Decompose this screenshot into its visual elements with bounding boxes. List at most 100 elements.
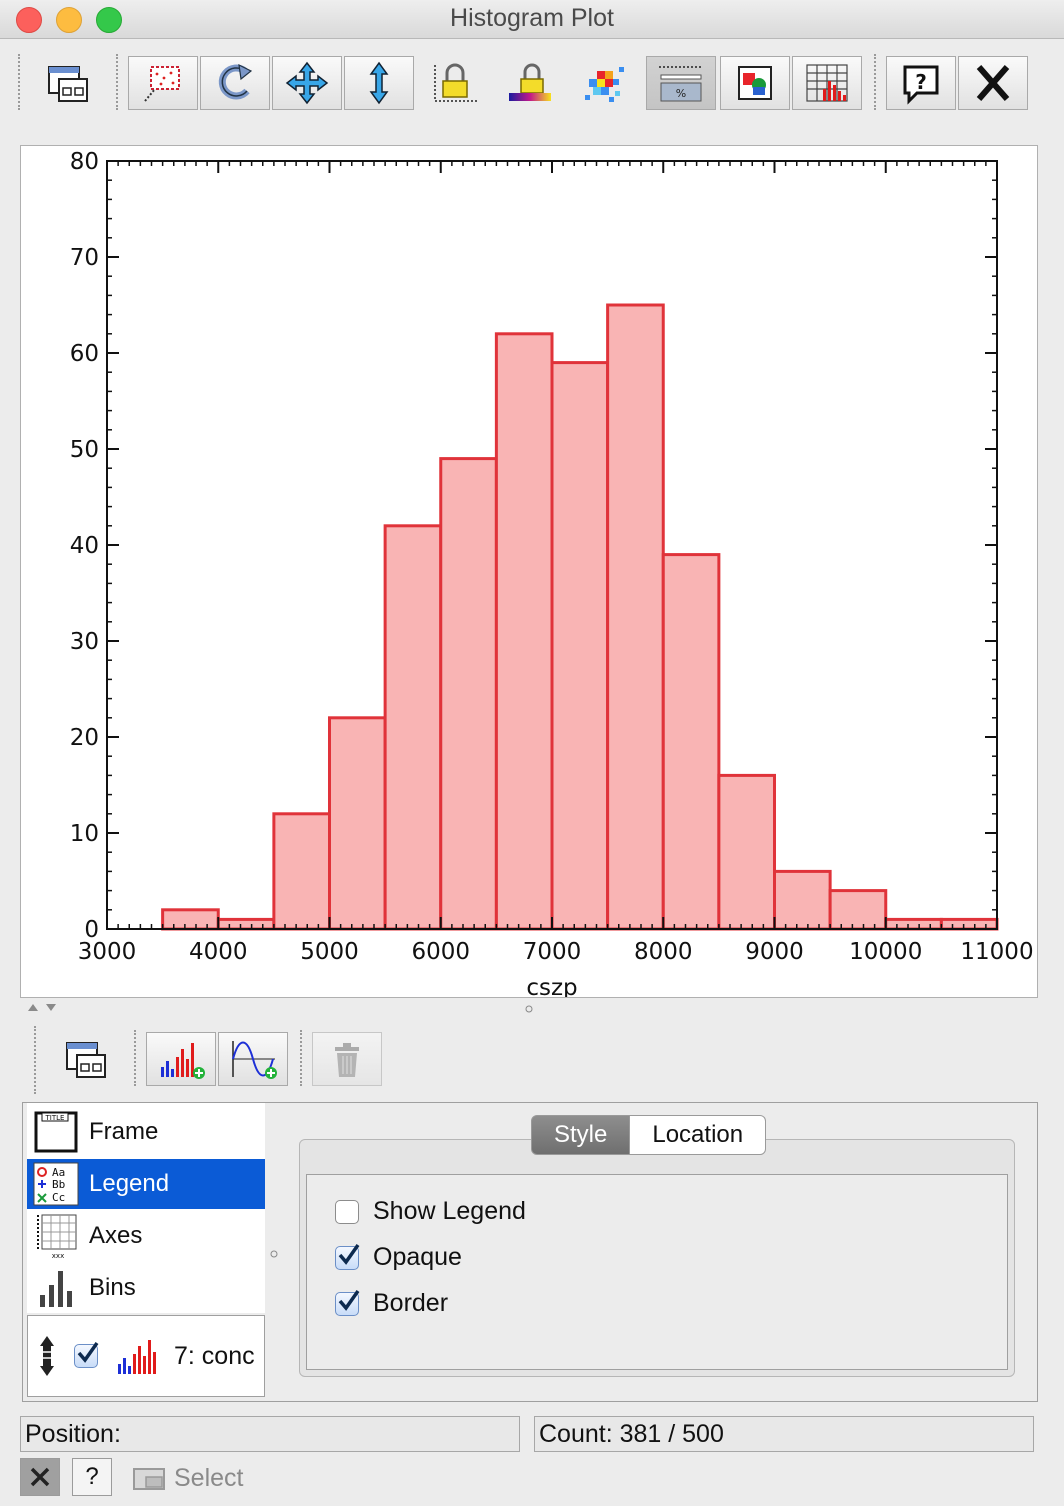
reorder-handle-icon[interactable] (34, 1334, 60, 1378)
subset-select-icon (144, 66, 180, 102)
bottom-help-button[interactable]: ? (72, 1458, 112, 1496)
layer-toolbar (0, 1022, 1064, 1094)
new-window-button[interactable] (32, 56, 102, 110)
minimize-window-button[interactable] (56, 7, 82, 33)
layer-label: 7: conc (174, 1341, 255, 1370)
histogram-bar (661, 553, 721, 931)
x-tick-label: 9000 (745, 939, 804, 965)
svg-text:Aa: Aa (52, 1166, 65, 1179)
split-divider[interactable] (20, 1000, 1038, 1014)
rescale-button[interactable] (200, 56, 270, 110)
lock-aux-icon (509, 63, 551, 101)
help-button[interactable]: ? (886, 56, 956, 110)
cumulative-button[interactable]: % (646, 56, 716, 110)
add-histogram-layer-button[interactable] (146, 1032, 216, 1086)
histogram-bar (550, 361, 610, 931)
y-tick-label: 70 (70, 245, 99, 271)
add-function-layer-button[interactable] (218, 1032, 288, 1086)
histogram-layer-icon (118, 1340, 156, 1374)
window-title: Histogram Plot (450, 4, 614, 32)
histogram-bar (161, 908, 220, 931)
svg-text:xxx: xxx (52, 1252, 64, 1259)
count-status: Count: 381 / 500 (534, 1416, 1034, 1452)
nav-item-bins[interactable]: Bins (27, 1263, 265, 1313)
nav-item-label: Axes (89, 1222, 143, 1249)
add-histogram-icon (161, 1043, 205, 1079)
float-controls-button[interactable] (50, 1032, 120, 1086)
show-legend-checkbox[interactable] (335, 1199, 359, 1224)
x-tick-label: 10000 (849, 939, 922, 965)
opaque-checkbox[interactable] (335, 1243, 360, 1270)
svg-text:Bb: Bb (52, 1178, 65, 1191)
histogram-bar (828, 889, 888, 931)
zoom-window-button[interactable] (96, 7, 122, 33)
trash-icon (335, 1043, 359, 1077)
border-option[interactable]: Border (335, 1289, 448, 1318)
add-function-icon (232, 1041, 277, 1079)
config-nav-list: TITLE Frame Aa Bb Cc Legend (27, 1103, 265, 1313)
histogram-bar (328, 716, 387, 931)
toolbar-separator (874, 54, 876, 110)
checkmark-icon (77, 1341, 99, 1363)
layer-visible-checkbox[interactable] (74, 1341, 99, 1368)
close-plot-button[interactable] (958, 56, 1028, 110)
panel-split-handle-icon[interactable] (269, 1249, 279, 1259)
x-tick-label: 8000 (634, 939, 693, 965)
subset-select-button[interactable] (128, 56, 198, 110)
lock-axes-button[interactable] (420, 56, 490, 110)
nav-item-label: Legend (89, 1170, 170, 1197)
toolbar-separator (116, 54, 118, 110)
density-map-icon (585, 67, 624, 102)
legend-icon: Aa Bb Cc (33, 1162, 79, 1206)
split-up-icon (28, 1004, 38, 1011)
opaque-option[interactable]: Opaque (335, 1243, 462, 1272)
nav-item-legend[interactable]: Aa Bb Cc Legend (27, 1159, 265, 1209)
close-icon (30, 1467, 50, 1487)
border-checkbox[interactable] (335, 1289, 360, 1316)
histogram-bar (773, 869, 832, 931)
nav-item-axes[interactable]: xxx Axes (27, 1211, 265, 1261)
frame-icon: TITLE (34, 1111, 78, 1153)
main-toolbar: % ? (0, 40, 1064, 124)
delete-layer-button[interactable] (312, 1032, 382, 1086)
select-mode-button[interactable]: Select (132, 1464, 243, 1493)
title-bar: Histogram Plot (0, 0, 1064, 39)
show-legend-label: Show Legend (373, 1197, 526, 1225)
nav-item-frame[interactable]: TITLE Frame (27, 1107, 265, 1157)
toolbar-separator (300, 1030, 302, 1086)
y-tick-label: 80 (70, 149, 99, 175)
close-window-button[interactable] (16, 7, 42, 33)
axes-icon: xxx (37, 1214, 77, 1259)
vertical-zoom-icon (369, 61, 389, 105)
nav-item-label: Bins (89, 1274, 136, 1301)
y-tick-label: 20 (70, 725, 99, 751)
export-button[interactable] (720, 56, 790, 110)
layer-item[interactable]: 7: conc (27, 1315, 265, 1397)
toolbar-separator (34, 1026, 36, 1094)
y-tick-label: 60 (70, 341, 99, 367)
x-axis-label: cszp (526, 975, 577, 997)
y-tick-label: 10 (70, 821, 99, 847)
pan-icon (285, 61, 329, 105)
x-tick-label: 7000 (523, 939, 582, 965)
checkmark-icon (338, 1289, 360, 1311)
clear-activity-button[interactable] (20, 1458, 60, 1496)
tab-style[interactable]: Style (531, 1115, 631, 1155)
control-panel: TITLE Frame Aa Bb Cc Legend (22, 1102, 1038, 1402)
show-legend-option[interactable]: Show Legend (335, 1197, 526, 1226)
tab-location[interactable]: Location (630, 1115, 767, 1155)
vertical-zoom-button[interactable] (344, 56, 414, 110)
pan-button[interactable] (272, 56, 342, 110)
svg-text:?: ? (915, 70, 927, 94)
histogram-chart[interactable]: 3000 4000 5000 6000 7000 8000 9000 10000 11000 0 1… (21, 146, 1037, 997)
lock-aux-button[interactable] (494, 56, 564, 110)
tab-bar: Style Location (531, 1115, 767, 1155)
svg-text:Cc: Cc (52, 1191, 65, 1204)
histogram-bar (383, 524, 443, 931)
x-tick-label: 5000 (300, 939, 359, 965)
density-map-button[interactable] (570, 56, 640, 110)
bin-table-button[interactable] (792, 56, 862, 110)
histogram-bar (216, 917, 276, 931)
plot-panel[interactable]: 3000 4000 5000 6000 7000 8000 9000 10000 11000 0 1… (20, 145, 1038, 998)
x-tick-label: 6000 (411, 939, 470, 965)
